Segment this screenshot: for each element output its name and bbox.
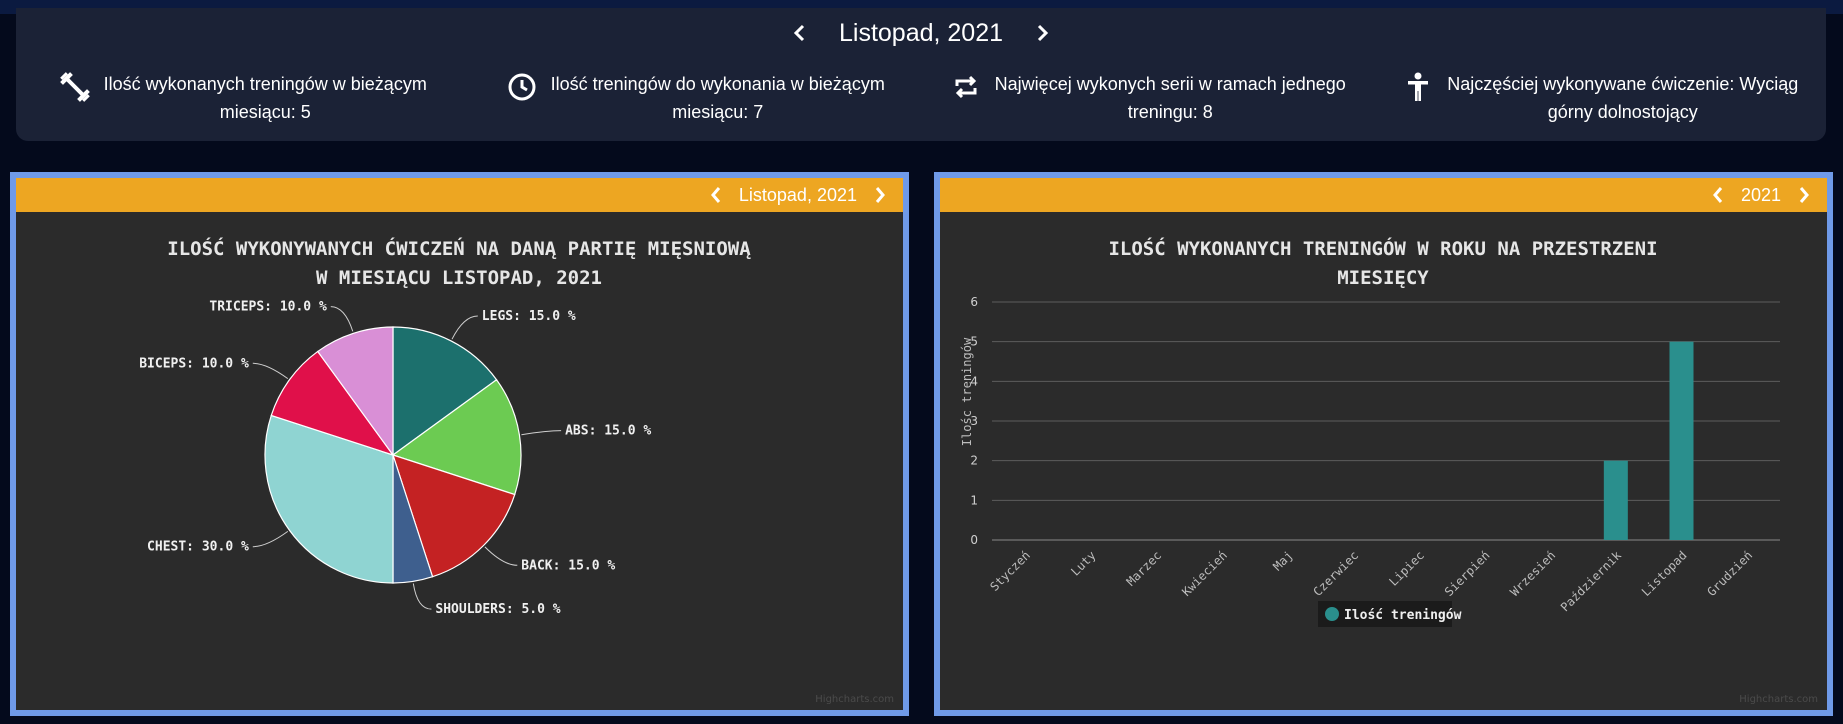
bar-category-label: Lipiec: [1386, 548, 1427, 589]
bar-ytick-label: 1: [970, 493, 978, 507]
pie-connector-biceps: [252, 362, 289, 380]
stat-top-exercise-line1: Najczęściej wykonywane ćwiczenie: Wyciąg: [1447, 74, 1799, 94]
prev-month-button[interactable]: [785, 18, 815, 48]
month-title: Listopad, 2021: [838, 18, 1004, 47]
repeat-icon: [955, 75, 977, 99]
clock-icon: [508, 73, 536, 101]
bar-panel-label: 2021: [1740, 184, 1781, 205]
chevron-left-icon: [710, 187, 721, 203]
bar-chart-panel: 2021 ILOŚĆ WYKONANYCH TRENINGÓW W ROKU N…: [934, 172, 1833, 716]
pie-chart-panel: Listopad, 2021 ILOŚĆ WYKONYWANYCH ĆWICZE…: [10, 172, 909, 716]
pie-connector-triceps: [330, 306, 354, 332]
pie-prev-button[interactable]: [705, 182, 727, 208]
bar-październik[interactable]: [1603, 460, 1628, 540]
next-month-button[interactable]: [1027, 18, 1057, 48]
bar-chart: ILOŚĆ WYKONANYCH TRENINGÓW W ROKU NA PRZ…: [960, 236, 1818, 705]
bar-category-label: Grudzień: [1705, 548, 1756, 599]
stat-max-sets-line1: Najwięcej wykonych serii w ramach jedneg…: [994, 74, 1346, 94]
pie-connector-shoulders: [412, 583, 432, 610]
bar-ytick-label: 4: [970, 374, 978, 388]
stats-row: Ilość wykonanych treningów w bieżącym mi…: [16, 70, 1826, 126]
bar-category-label: Marzec: [1124, 548, 1165, 589]
pie-label-biceps: BICEPS: 10.0 %: [139, 356, 249, 371]
bar-panel-nav: 2021: [940, 178, 1827, 212]
pie-label-chest: CHEST: 30.0 %: [147, 540, 249, 555]
bar-category-label: Listopad: [1639, 548, 1690, 599]
pie-label-triceps: TRICEPS: 10.0 %: [209, 300, 327, 315]
person-icon: [1408, 72, 1429, 101]
pie-credit[interactable]: Highcharts.com: [815, 694, 894, 705]
bar-prev-button[interactable]: [1707, 182, 1729, 208]
bar-category-label: Sierpień: [1442, 548, 1493, 599]
bar-ytick-label: 0: [970, 533, 978, 547]
bar-ytick-label: 3: [970, 414, 978, 428]
pie-slice-chest[interactable]: [264, 414, 394, 584]
stat-completed-line1: Ilość wykonanych treningów w bieżącym: [103, 74, 427, 94]
bar-listopad[interactable]: [1669, 341, 1694, 540]
pie-chart: ILOŚĆ WYKONYWANYCH ĆWICZEŃ NA DANĄ PARTI…: [139, 236, 894, 705]
chevron-right-icon: [1037, 24, 1049, 42]
stat-remaining: Ilość treningów do wykonania w bieżącym …: [469, 70, 922, 126]
stat-max-sets: Najwięcej wykonych serii w ramach jedneg…: [921, 70, 1374, 126]
pie-label-back: BACK: 15.0 %: [521, 558, 615, 573]
pie-slice-triceps[interactable]: [316, 326, 394, 457]
bar-y-axis-label: Ilośc treningów: [960, 337, 974, 446]
legend-label: Ilość treningów: [1344, 608, 1462, 623]
chevron-left-icon: [793, 24, 805, 42]
pie-title-line2: W MIESIĄCU LISTOPAD, 2021: [316, 267, 602, 289]
chevron-right-icon: [1799, 187, 1809, 203]
pie-slice-biceps[interactable]: [270, 350, 395, 457]
chevron-left-icon: [1712, 187, 1723, 203]
legend-marker: [1325, 607, 1339, 621]
stat-remaining-line2: miesiącu: 7: [672, 102, 764, 122]
bar-category-label: Maj: [1270, 548, 1295, 573]
month-navigation: Listopad, 2021: [16, 18, 1826, 48]
pie-label-shoulders: SHOULDERS: 5.0 %: [435, 602, 560, 617]
pie-label-legs: LEGS: 15.0 %: [482, 309, 576, 324]
pie-connector-legs: [451, 315, 478, 340]
pie-slice-legs[interactable]: [392, 326, 498, 457]
bar-category-label: Czerwiec: [1311, 548, 1362, 599]
summary-card: Listopad, 2021 Ilość wykonanych treningó…: [16, 8, 1826, 141]
bar-legend[interactable]: Ilość treningów: [1318, 601, 1462, 627]
chevron-right-icon: [875, 187, 885, 203]
pie-next-button[interactable]: [869, 182, 891, 208]
bar-credit[interactable]: Highcharts.com: [1739, 694, 1818, 705]
stat-completed: Ilość wykonanych treningów w bieżącym mi…: [16, 70, 469, 126]
bar-category-label: Wrzesień: [1508, 548, 1559, 599]
pie-connector-chest: [252, 530, 289, 548]
stat-top-exercise-line2: górny dolnostojący: [1547, 102, 1698, 122]
bar-category-label: Październik: [1558, 548, 1625, 615]
pie-panel-label: Listopad, 2021: [738, 184, 857, 205]
bar-ytick-label: 5: [970, 335, 978, 349]
pie-connector-abs: [521, 430, 562, 436]
bar-ytick-label: 6: [970, 295, 978, 309]
bar-category-label: Luty: [1068, 548, 1098, 578]
stat-remaining-line1: Ilość treningów do wykonania w bieżącym: [550, 74, 885, 94]
dumbbell-icon: [59, 72, 90, 102]
bar-title-line2: MIESIĘCY: [1337, 267, 1429, 289]
pie-connector-back: [484, 546, 518, 566]
stat-completed-line2: miesiącu: 5: [219, 102, 311, 122]
pie-slice-abs[interactable]: [391, 378, 522, 496]
bar-ytick-label: 2: [970, 454, 978, 468]
stat-top-exercise: Najczęściej wykonywane ćwiczenie: Wyciąg…: [1374, 70, 1827, 126]
pie-slice-back[interactable]: [392, 454, 516, 578]
stat-max-sets-line2: treningu: 8: [1127, 102, 1213, 122]
bar-category-label: Styczeń: [987, 548, 1033, 594]
pie-panel-nav: Listopad, 2021: [16, 178, 903, 212]
pie-title-line1: ILOŚĆ WYKONYWANYCH ĆWICZEŃ NA DANĄ PARTI…: [167, 236, 751, 260]
bar-next-button[interactable]: [1793, 182, 1815, 208]
bar-category-label: Kwiecień: [1179, 548, 1230, 599]
pie-label-abs: ABS: 15.0 %: [565, 424, 651, 439]
bar-title-line1: ILOŚĆ WYKONANYCH TRENINGÓW W ROKU NA PRZ…: [1108, 236, 1657, 260]
